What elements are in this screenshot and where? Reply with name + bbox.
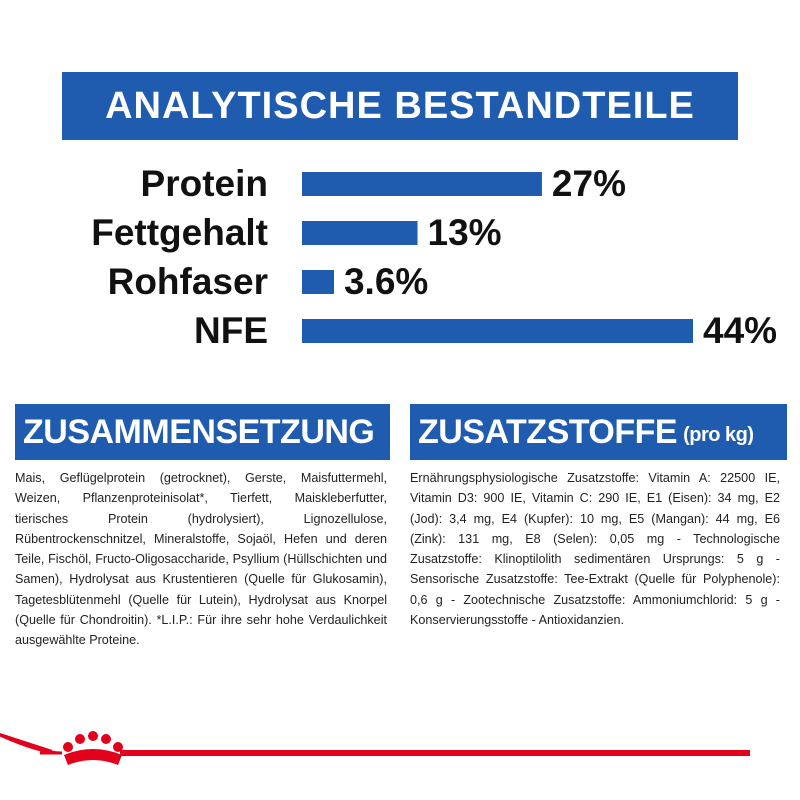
category-label: Fettgehalt bbox=[91, 212, 268, 253]
value-label: 44% bbox=[703, 310, 777, 351]
value-label: 3.6% bbox=[344, 261, 428, 302]
value-label: 27% bbox=[552, 163, 626, 204]
chart-title: ANALYTISCHE BESTANDTEILE bbox=[105, 85, 695, 127]
additives-subtitle: (pro kg) bbox=[683, 423, 754, 446]
footer-line-left bbox=[0, 733, 53, 753]
bar bbox=[302, 319, 693, 343]
category-label: Rohfaser bbox=[108, 261, 268, 302]
composition-text: Mais, Geflügelprotein (getrocknet), Gers… bbox=[15, 471, 387, 648]
composition-title: ZUSAMMENSETZUNG bbox=[23, 412, 375, 451]
additives-title: ZUSATZSTOFFE bbox=[418, 412, 678, 451]
footer-decoration bbox=[0, 731, 750, 765]
category-label: NFE bbox=[194, 310, 268, 351]
bar bbox=[302, 270, 334, 294]
composition-header: ZUSAMMENSETZUNG bbox=[15, 404, 390, 460]
footer-line bbox=[120, 750, 750, 756]
bar bbox=[302, 172, 542, 196]
additives-header: ZUSATZSTOFFE (pro kg) bbox=[410, 404, 787, 460]
title-banner bbox=[62, 72, 738, 140]
additives-text: Ernährungsphysiologische Zusatzstoffe: V… bbox=[410, 471, 780, 628]
crown-logo bbox=[63, 731, 123, 765]
value-label: 13% bbox=[428, 212, 502, 253]
category-label: Protein bbox=[141, 163, 268, 204]
bar bbox=[302, 221, 418, 245]
chart: ANALYTISCHE BESTANDTEILE Protein 27% Fettg… bbox=[62, 72, 777, 351]
